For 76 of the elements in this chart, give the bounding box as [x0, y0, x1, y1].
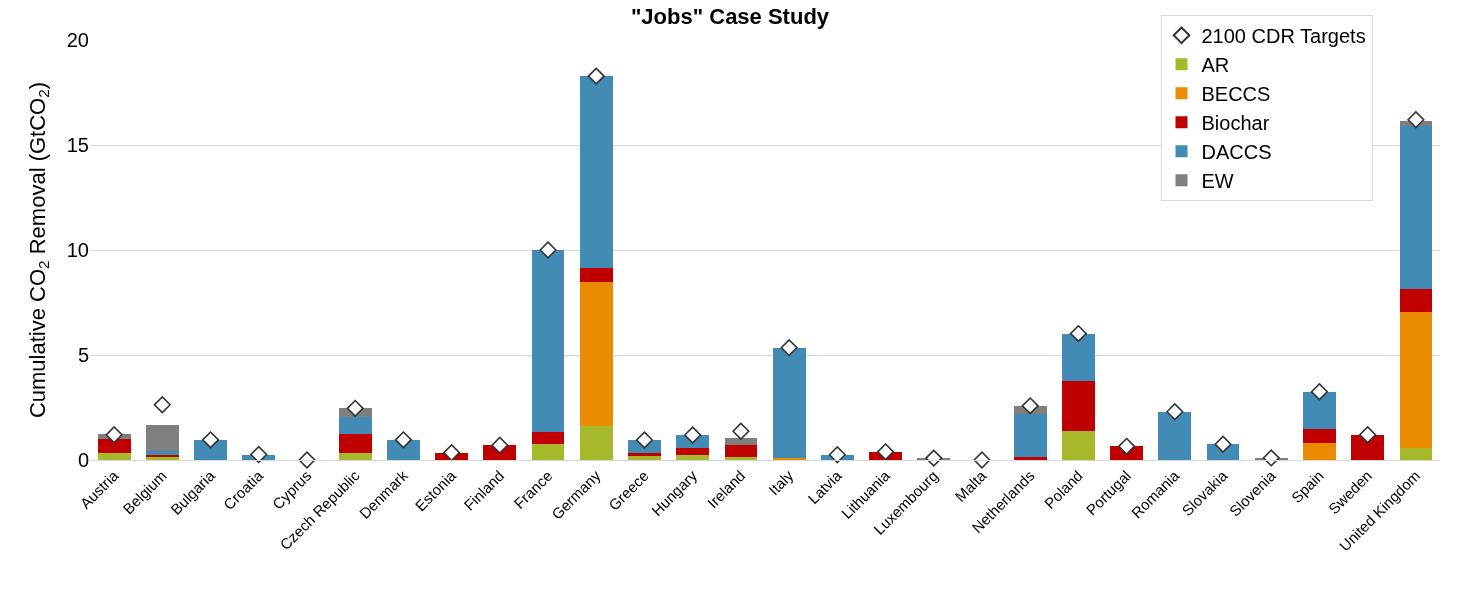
point [1021, 397, 1039, 415]
legend-label: Biochar [1201, 112, 1270, 135]
bar [579, 267, 613, 283]
point [153, 396, 171, 414]
bar [145, 424, 179, 451]
point [925, 449, 943, 467]
point [587, 67, 605, 85]
point [201, 431, 220, 449]
bar [1158, 411, 1192, 460]
bar [97, 439, 131, 453]
point [491, 436, 509, 454]
point [1262, 449, 1280, 467]
x-tick-label: Italy [765, 466, 797, 499]
bar [1303, 391, 1336, 429]
legend-label: AR [1201, 54, 1230, 77]
point [876, 443, 895, 461]
legend-label: BECCS [1201, 83, 1271, 106]
point [1407, 111, 1425, 129]
point [732, 422, 750, 440]
point [780, 339, 798, 357]
point [1069, 324, 1087, 343]
bar [1013, 414, 1047, 458]
bar [97, 452, 131, 460]
y-tick-label: 20 [66, 29, 89, 51]
point [1310, 383, 1329, 401]
point [1166, 403, 1184, 421]
bar [772, 347, 806, 458]
y-tick-label: 15 [66, 134, 89, 156]
bar [1399, 311, 1433, 448]
bar [1303, 428, 1336, 444]
bar [579, 425, 613, 460]
y-tick-label: 5 [77, 344, 89, 366]
point [1118, 437, 1136, 455]
bar [676, 454, 710, 460]
bar [628, 455, 661, 460]
point [346, 399, 364, 417]
legend-label: EW [1201, 170, 1234, 193]
bar [724, 445, 758, 458]
point [635, 431, 654, 449]
bar [579, 282, 613, 426]
bar [338, 452, 372, 460]
bar [724, 437, 758, 446]
point [250, 445, 268, 464]
bar [579, 76, 613, 268]
bar [676, 448, 710, 455]
bar [1399, 288, 1433, 312]
point [828, 446, 846, 464]
bar [1399, 447, 1433, 460]
bar [1062, 431, 1095, 460]
point [1359, 426, 1377, 444]
bar [338, 433, 372, 453]
bar [145, 450, 179, 455]
bar [531, 444, 565, 460]
point [1214, 435, 1232, 453]
point [105, 426, 123, 444]
bar [1303, 443, 1336, 460]
y-tick-label: 0 [77, 449, 89, 471]
bar [1399, 126, 1433, 289]
bar [628, 452, 661, 456]
bar [531, 250, 565, 432]
bar [724, 457, 758, 460]
bar [1013, 457, 1047, 460]
point [684, 426, 702, 444]
bar [1062, 333, 1095, 381]
legend-label: DACCS [1201, 141, 1272, 164]
point [443, 444, 461, 462]
bar [531, 431, 565, 445]
point [539, 241, 557, 259]
bar [338, 416, 372, 434]
point [394, 431, 412, 449]
bar [1351, 434, 1385, 460]
chart-title: "Jobs" Case Study [630, 4, 830, 30]
bar [1062, 380, 1095, 432]
y-tick-label: 10 [66, 239, 89, 261]
bar [772, 457, 806, 460]
legend-label: 2100 CDR Targets [1201, 25, 1366, 48]
